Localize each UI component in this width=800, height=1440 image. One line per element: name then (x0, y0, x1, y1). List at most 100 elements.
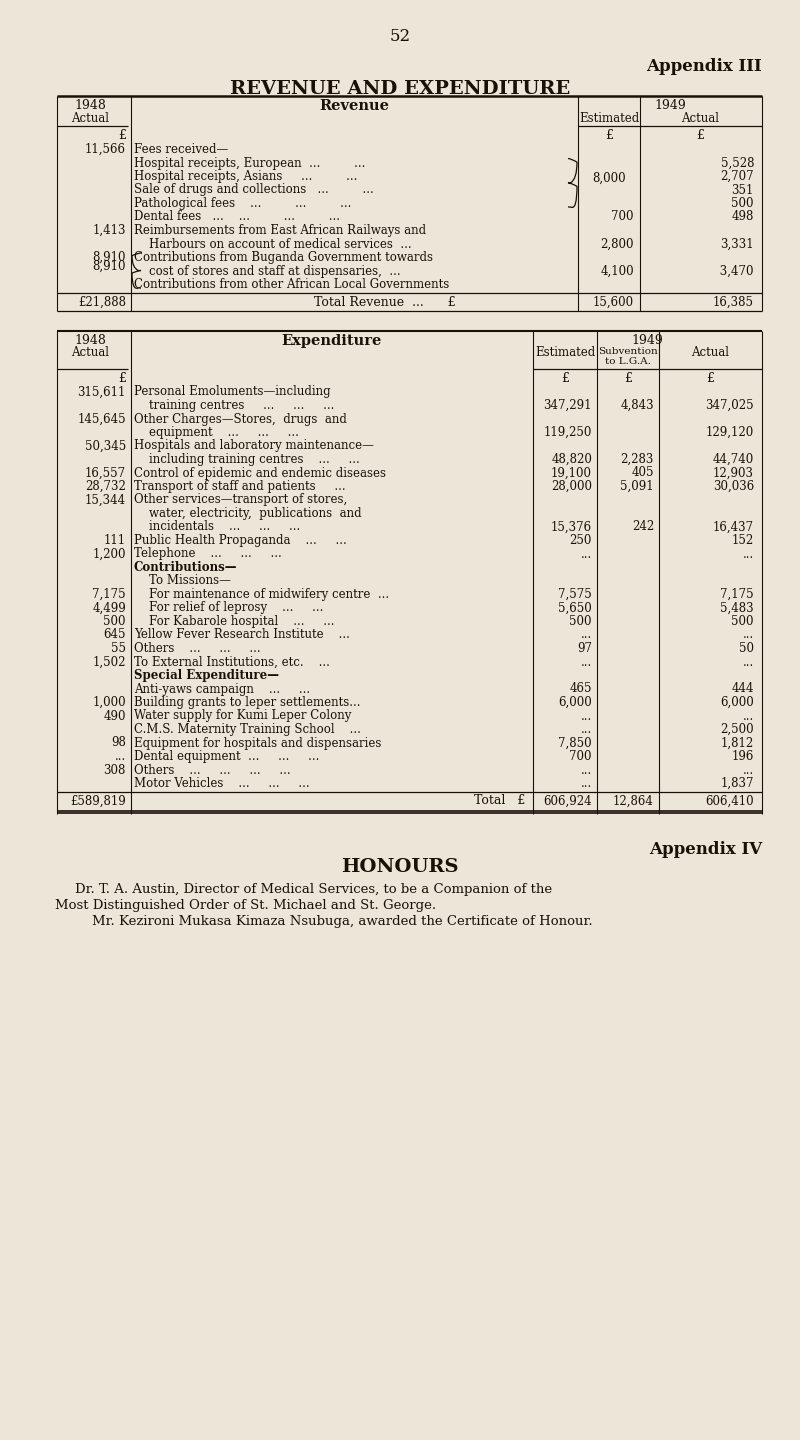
Text: ...: ... (581, 628, 592, 641)
Text: 500: 500 (731, 197, 754, 210)
Text: 8,910: 8,910 (93, 251, 126, 264)
Text: 3,470: 3,470 (717, 265, 754, 278)
Text: 2,800: 2,800 (601, 238, 634, 251)
Text: 12,903: 12,903 (713, 467, 754, 480)
Text: 7,175: 7,175 (720, 588, 754, 600)
Text: ...: ... (114, 750, 126, 763)
Text: Others    ...     ...     ...     ...: Others ... ... ... ... (134, 763, 290, 776)
Text: 5,091: 5,091 (620, 480, 654, 492)
Text: Hospital receipts, Asians     ...         ...: Hospital receipts, Asians ... ... (134, 170, 358, 183)
Text: 7,575: 7,575 (558, 588, 592, 600)
Text: Subvention: Subvention (598, 347, 658, 356)
Text: 465: 465 (570, 683, 592, 696)
Text: 8,000: 8,000 (592, 173, 626, 186)
Text: 129,120: 129,120 (706, 426, 754, 439)
Text: 19,100: 19,100 (551, 467, 592, 480)
Text: 98: 98 (111, 736, 126, 749)
Text: Appendix IV: Appendix IV (649, 841, 762, 857)
Text: 347,025: 347,025 (706, 399, 754, 412)
Text: 30,036: 30,036 (713, 480, 754, 492)
Text: 97: 97 (577, 642, 592, 655)
Text: 1948: 1948 (74, 99, 106, 112)
Text: ...: ... (742, 763, 754, 776)
Text: Telephone    ...     ...     ...: Telephone ... ... ... (134, 547, 282, 560)
Text: 50: 50 (739, 642, 754, 655)
Text: REVENUE AND EXPENDITURE: REVENUE AND EXPENDITURE (230, 81, 570, 98)
Text: 315,611: 315,611 (78, 386, 126, 399)
Text: 700: 700 (570, 750, 592, 763)
Text: Total Revenue  ...      £: Total Revenue ... £ (314, 295, 455, 308)
Text: For relief of leprosy    ...     ...: For relief of leprosy ... ... (134, 602, 323, 615)
Text: 5,483: 5,483 (720, 602, 754, 615)
Text: 8,910: 8,910 (93, 261, 126, 274)
Text: cost of stores and staff at dispensaries,  ...: cost of stores and staff at dispensaries… (134, 265, 401, 278)
Text: including training centres    ...     ...: including training centres ... ... (134, 454, 360, 467)
Text: Anti-yaws campaign    ...     ...: Anti-yaws campaign ... ... (134, 683, 310, 696)
Text: Water supply for Kumi Leper Colony: Water supply for Kumi Leper Colony (134, 710, 351, 723)
Text: Other services—transport of stores,: Other services—transport of stores, (134, 494, 347, 507)
Text: Motor Vehicles    ...     ...     ...: Motor Vehicles ... ... ... (134, 778, 310, 791)
Text: For maintenance of midwifery centre  ...: For maintenance of midwifery centre ... (134, 588, 389, 600)
Text: £589,819: £589,819 (70, 795, 126, 808)
Text: 1,413: 1,413 (93, 225, 126, 238)
Text: Dr. T. A. Austin, Director of Medical Services, to be a Companion of thе: Dr. T. A. Austin, Director of Medical Se… (75, 883, 552, 896)
Text: Transport of staff and patients     ...: Transport of staff and patients ... (134, 480, 346, 492)
Text: Actual: Actual (71, 347, 109, 360)
Text: Personal Emoluments—including: Personal Emoluments—including (134, 386, 330, 399)
Text: Contributions from other African Local Governments: Contributions from other African Local G… (134, 278, 450, 291)
Text: Appendix III: Appendix III (646, 58, 762, 75)
Text: 2,500: 2,500 (720, 723, 754, 736)
Text: £: £ (561, 372, 569, 384)
Text: 1,200: 1,200 (93, 547, 126, 560)
Text: 55: 55 (111, 642, 126, 655)
Text: HONOURS: HONOURS (342, 858, 458, 877)
Text: Special Expenditure—: Special Expenditure— (134, 670, 279, 683)
Text: £: £ (118, 372, 126, 384)
Text: incidentals    ...     ...     ...: incidentals ... ... ... (134, 520, 300, 533)
Text: Equipment for hospitals and dispensaries: Equipment for hospitals and dispensaries (134, 736, 382, 749)
Text: £: £ (624, 372, 632, 384)
Text: 4,100: 4,100 (600, 265, 634, 278)
Text: 50,345: 50,345 (85, 439, 126, 452)
Text: £: £ (696, 130, 704, 143)
Text: 1,502: 1,502 (93, 655, 126, 668)
Text: 28,000: 28,000 (551, 480, 592, 492)
Text: 48,820: 48,820 (551, 454, 592, 467)
Text: ...: ... (742, 710, 754, 723)
Text: 16,557: 16,557 (85, 467, 126, 480)
Text: 16,437: 16,437 (713, 520, 754, 533)
Text: 52: 52 (390, 27, 410, 45)
Text: Dental fees   ...    ...         ...         ...: Dental fees ... ... ... ... (134, 210, 340, 223)
Text: 4,843: 4,843 (620, 399, 654, 412)
Text: Building grants to leper settlements...: Building grants to leper settlements... (134, 696, 361, 708)
Text: Revenue: Revenue (319, 99, 390, 112)
Text: Hospitals and laboratory maintenance—: Hospitals and laboratory maintenance— (134, 439, 374, 452)
Text: ...: ... (742, 628, 754, 641)
Text: 250: 250 (570, 534, 592, 547)
Text: 15,344: 15,344 (85, 494, 126, 507)
Text: C.M.S. Maternity Training School    ...: C.M.S. Maternity Training School ... (134, 723, 361, 736)
Text: Estimated: Estimated (579, 112, 639, 125)
Text: 5,650: 5,650 (558, 602, 592, 615)
Text: Estimated: Estimated (535, 347, 595, 360)
Text: 606,410: 606,410 (706, 795, 754, 808)
Text: 15,376: 15,376 (551, 520, 592, 533)
Text: ...: ... (742, 547, 754, 560)
Text: 2,707: 2,707 (720, 170, 754, 183)
Text: Others    ...     ...     ...: Others ... ... ... (134, 642, 261, 655)
Text: £: £ (118, 130, 126, 143)
Text: 500: 500 (731, 615, 754, 628)
Text: Control of epidemic and endemic diseases: Control of epidemic and endemic diseases (134, 467, 386, 480)
Text: 196: 196 (732, 750, 754, 763)
Text: Pathological fees    ...         ...         ...: Pathological fees ... ... ... (134, 197, 351, 210)
Text: 700: 700 (611, 210, 634, 223)
Text: Mr. Kezironi Mukasa Kimaza Nsubuga, awarded the Certificate of Honour.: Mr. Kezironi Mukasa Kimaza Nsubuga, awar… (75, 914, 593, 927)
Text: 645: 645 (103, 628, 126, 641)
Text: Harbours on account of medical services  ...: Harbours on account of medical services … (134, 238, 412, 251)
Text: 12,864: 12,864 (613, 795, 654, 808)
Text: Contributions from Buganda Government towards: Contributions from Buganda Government to… (134, 251, 433, 264)
Text: 7,850: 7,850 (558, 736, 592, 749)
Text: ...: ... (742, 655, 754, 668)
Text: Sale of drugs and collections   ...         ...: Sale of drugs and collections ... ... (134, 183, 374, 196)
Text: to L.G.A.: to L.G.A. (605, 357, 651, 366)
